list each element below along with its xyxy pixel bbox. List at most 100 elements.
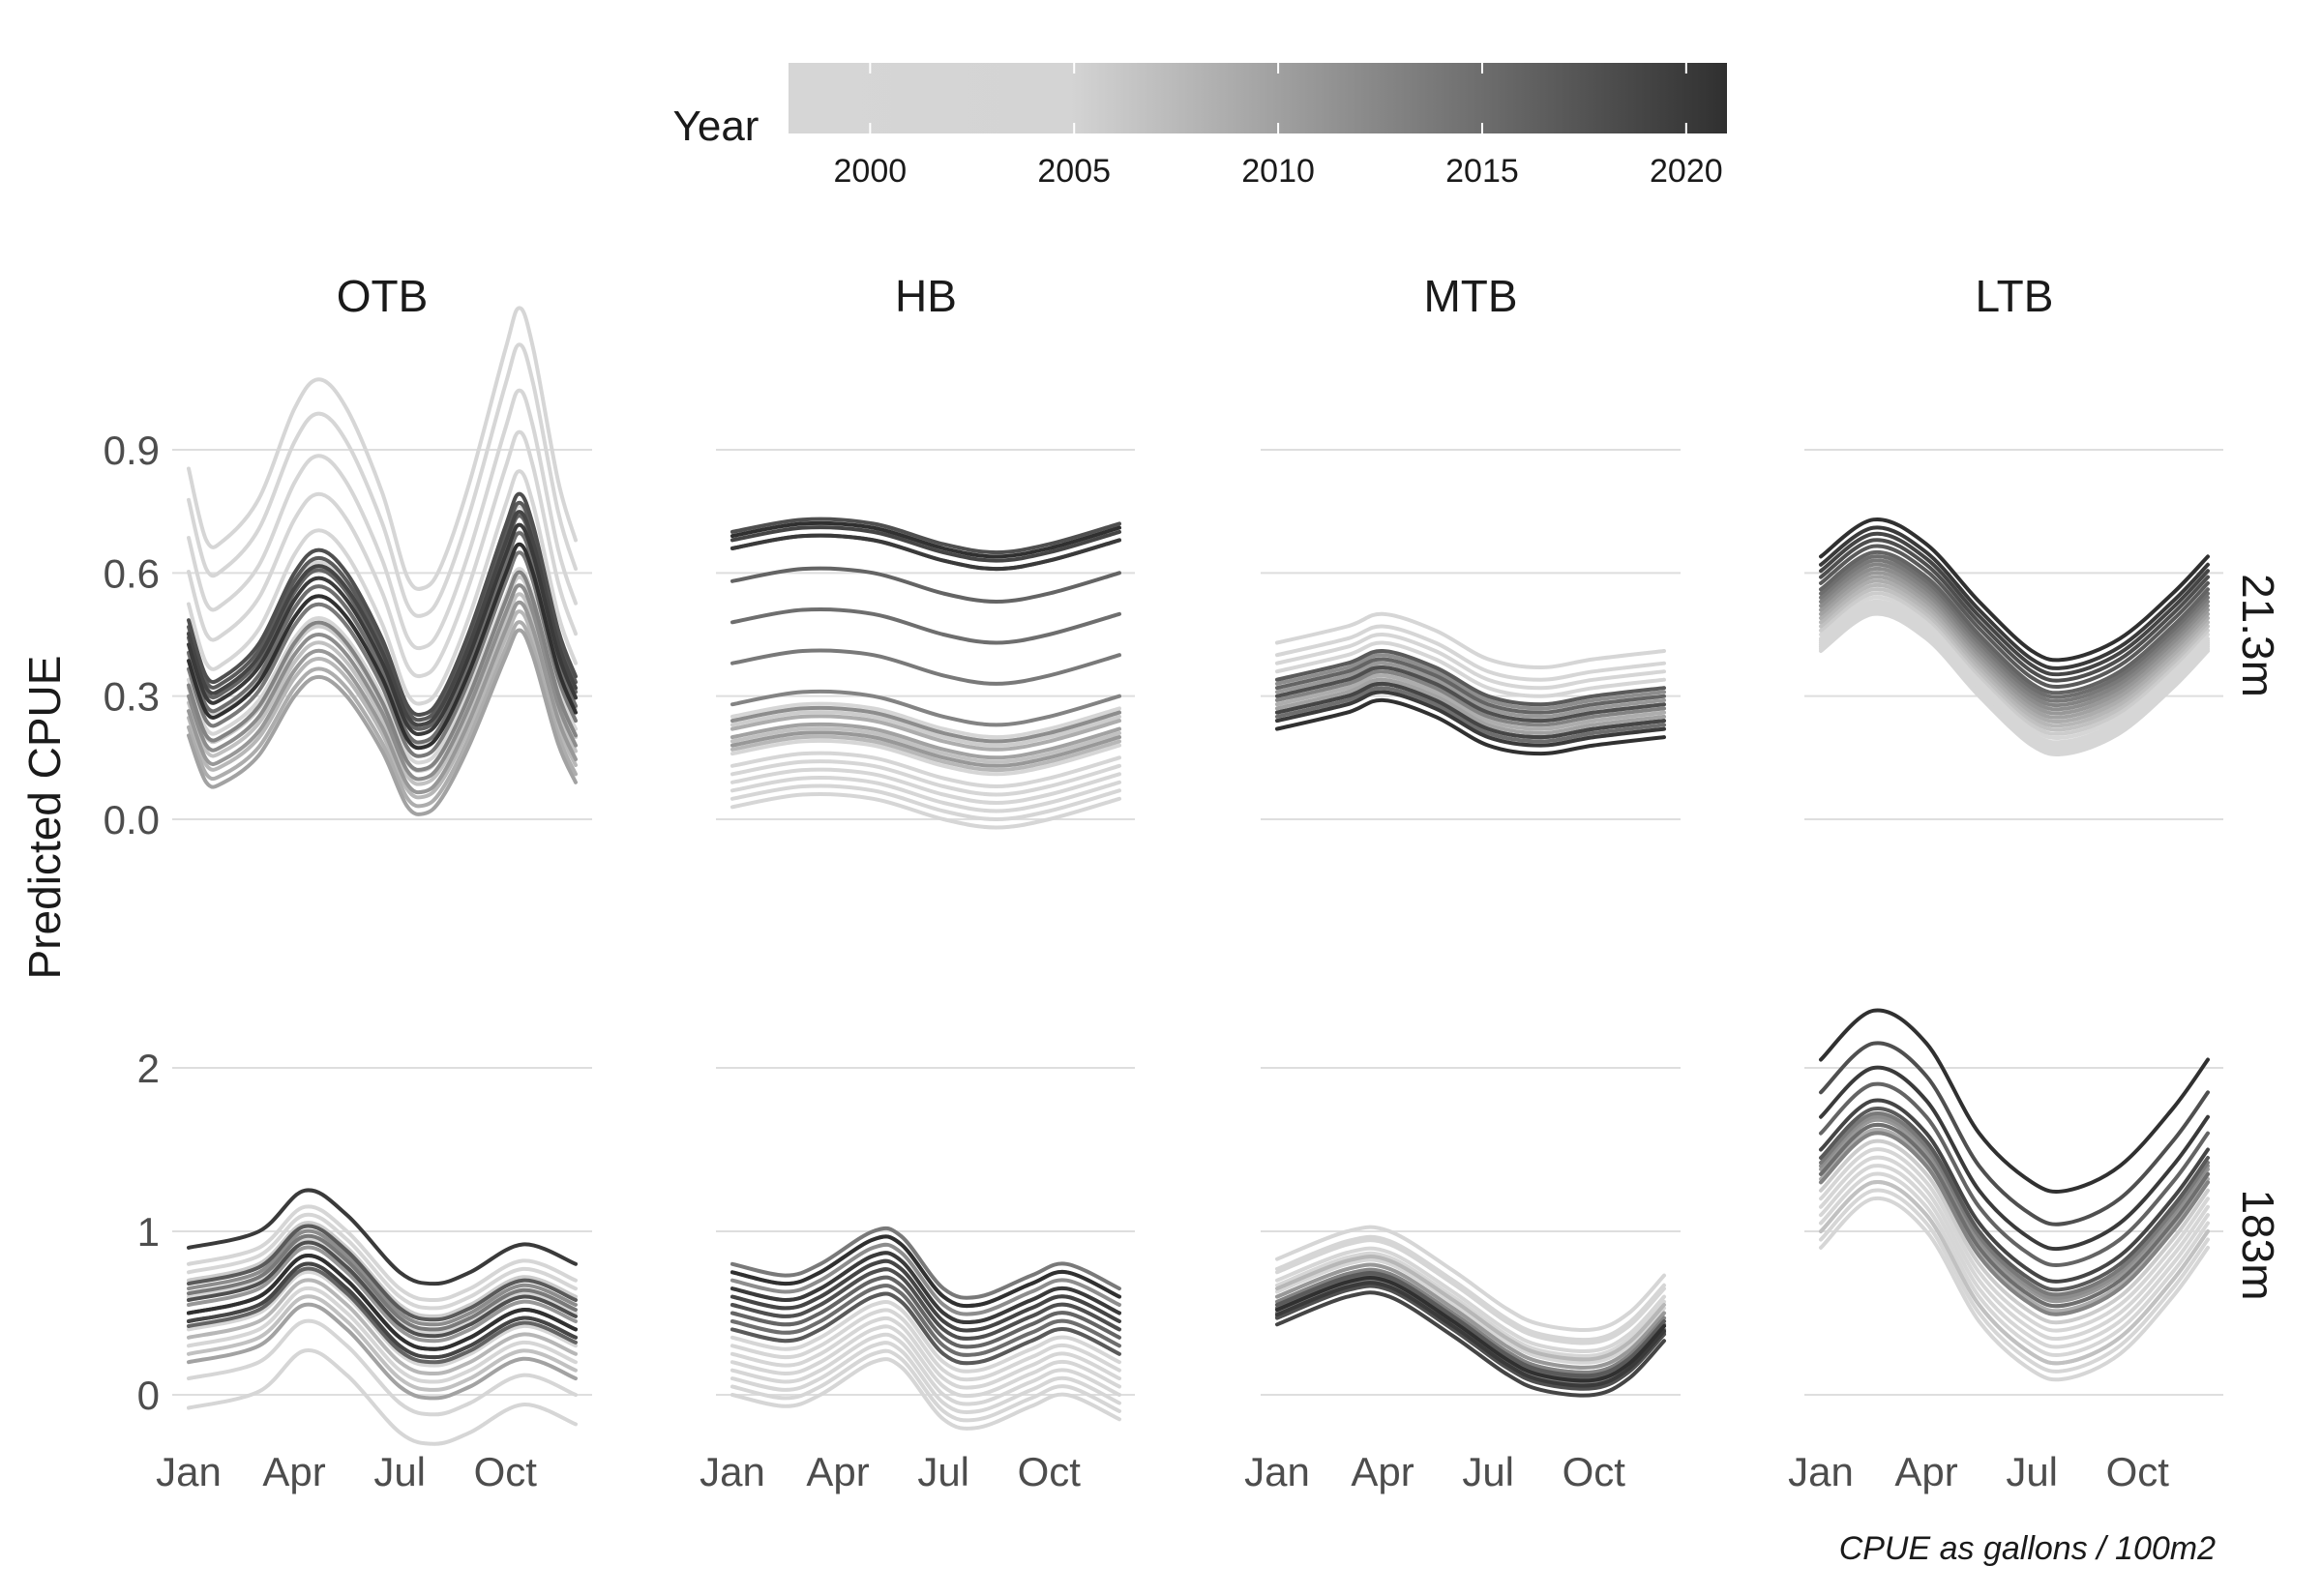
x-tick-label: Oct <box>1018 1449 1082 1494</box>
y-tick-label: 0.6 <box>104 550 160 596</box>
series-lines <box>187 306 2210 1446</box>
series-line-2010 <box>187 1302 578 1401</box>
series-line-2014 <box>730 1226 1121 1300</box>
series-line-2001 <box>1275 1246 1666 1353</box>
series-line-2020 <box>1819 1065 2210 1252</box>
series-line-2002 <box>1275 1251 1666 1358</box>
series-line-2018 <box>1819 1041 2210 1227</box>
series-line-2018 <box>1819 538 2210 683</box>
series-line-2020 <box>187 1188 578 1286</box>
series-line-2008 <box>730 734 1121 773</box>
y-tick-label: 0 <box>137 1373 160 1418</box>
series-line-2019 <box>730 1258 1121 1333</box>
series-line-2006 <box>1819 591 2210 736</box>
series-line-2008 <box>187 1278 578 1375</box>
series-line-1998 <box>1275 1225 1666 1332</box>
x-tick-label: Jul <box>373 1449 426 1494</box>
series-line-2005 <box>1819 1147 2210 1333</box>
series-line-2021 <box>1819 1008 2210 1195</box>
series-line-2018 <box>1275 1284 1666 1391</box>
series-line-2019 <box>1275 1290 1666 1398</box>
facet-title-otb: OTB <box>337 271 429 321</box>
y-tick-label: 0.9 <box>104 428 160 473</box>
series-line-2002 <box>187 1212 578 1311</box>
panel-hb-21-3m <box>730 517 1121 830</box>
y-tick-label: 0.3 <box>104 674 160 720</box>
series-line-1999 <box>730 751 1121 788</box>
series-line-2007 <box>1819 587 2210 732</box>
x-tick-label: Apr <box>262 1449 325 1494</box>
series-line-2013 <box>730 689 1121 727</box>
series-line-2003 <box>730 1315 1121 1390</box>
series-line-2009 <box>1819 1127 2210 1314</box>
series-line-2019 <box>187 510 578 727</box>
series-line-2003 <box>187 469 578 706</box>
series-line-2004 <box>730 791 1121 830</box>
panel-hb-183m <box>730 1226 1121 1431</box>
legend-tick-label: 2015 <box>1445 153 1519 190</box>
series-line-2003 <box>1275 1257 1666 1365</box>
panel-mtb-183m <box>1275 1225 1666 1398</box>
series-line-2017 <box>1819 1106 2210 1292</box>
series-line-2003 <box>730 783 1121 821</box>
series-line-2001 <box>1275 640 1666 698</box>
x-tick-label: Apr <box>1894 1449 1957 1494</box>
series-line-2011 <box>1275 661 1666 719</box>
series-line-2021 <box>1275 697 1666 756</box>
series-line-2016 <box>187 1266 578 1365</box>
series-line-2020 <box>1275 1281 1666 1388</box>
series-line-2001 <box>187 1237 578 1335</box>
series-line-1999 <box>187 306 578 591</box>
series-line-2012 <box>187 1228 578 1327</box>
y-tick-label: 2 <box>137 1046 160 1091</box>
series-line-2010 <box>187 628 578 816</box>
series-line-2000 <box>187 342 578 618</box>
series-line-2019 <box>1275 681 1666 740</box>
series-line-2012 <box>730 705 1121 744</box>
series-line-2015 <box>730 1284 1121 1357</box>
series-line-2013 <box>1819 562 2210 708</box>
series-line-2020 <box>1275 690 1666 748</box>
series-line-2016 <box>1819 549 2210 695</box>
series-line-2007 <box>1819 1180 2210 1366</box>
series-line-2000 <box>187 1286 578 1384</box>
series-line-1999 <box>1819 1188 2210 1374</box>
series-line-2013 <box>1275 669 1666 727</box>
series-line-1998 <box>1275 624 1666 682</box>
series-line-2021 <box>730 1234 1121 1309</box>
series-line-2010 <box>730 722 1121 760</box>
series-line-2018 <box>730 517 1121 555</box>
series-line-2003 <box>187 1204 578 1302</box>
legend-title: Year <box>673 103 759 150</box>
series-line-2005 <box>187 1269 578 1368</box>
x-tick-label: Jan <box>1244 1449 1310 1494</box>
x-tick-label: Oct <box>1563 1449 1626 1494</box>
y-tick-labels: 0.0 0.3 0.6 0.9 0 1 2 <box>104 428 160 1418</box>
x-tick-label: Apr <box>806 1449 869 1494</box>
series-line-2006 <box>730 710 1121 748</box>
series-line-2012 <box>730 1242 1121 1316</box>
facet-row-label-183m: 183m <box>2233 1189 2283 1300</box>
legend-tick-label: 2020 <box>1650 153 1723 190</box>
facet-title-ltb: LTB <box>1976 271 2054 321</box>
series-line-1999 <box>1275 611 1666 669</box>
panel-ltb-183m <box>1819 1008 2210 1382</box>
series-line-2016 <box>1275 657 1666 715</box>
series-line-2000 <box>730 759 1121 797</box>
series-line-2016 <box>730 566 1121 604</box>
series-line-2012 <box>1819 1114 2210 1300</box>
panel-mtb-21-3m <box>1275 611 1666 756</box>
facet-column-titles: OTB HB MTB LTB <box>337 271 2054 321</box>
x-tick-label: Apr <box>1351 1449 1414 1494</box>
x-tick-label: Jul <box>917 1449 969 1494</box>
series-line-2007 <box>187 1294 578 1392</box>
series-line-2015 <box>1819 1122 2210 1309</box>
legend-colorbar <box>789 63 1727 133</box>
series-line-2001 <box>187 388 578 651</box>
facet-title-hb: HB <box>895 271 957 321</box>
series-line-2014 <box>1819 558 2210 703</box>
series-line-2017 <box>187 1224 578 1322</box>
facet-title-mtb: MTB <box>1423 271 1517 321</box>
series-line-2013 <box>187 570 578 772</box>
series-line-2015 <box>187 531 578 745</box>
